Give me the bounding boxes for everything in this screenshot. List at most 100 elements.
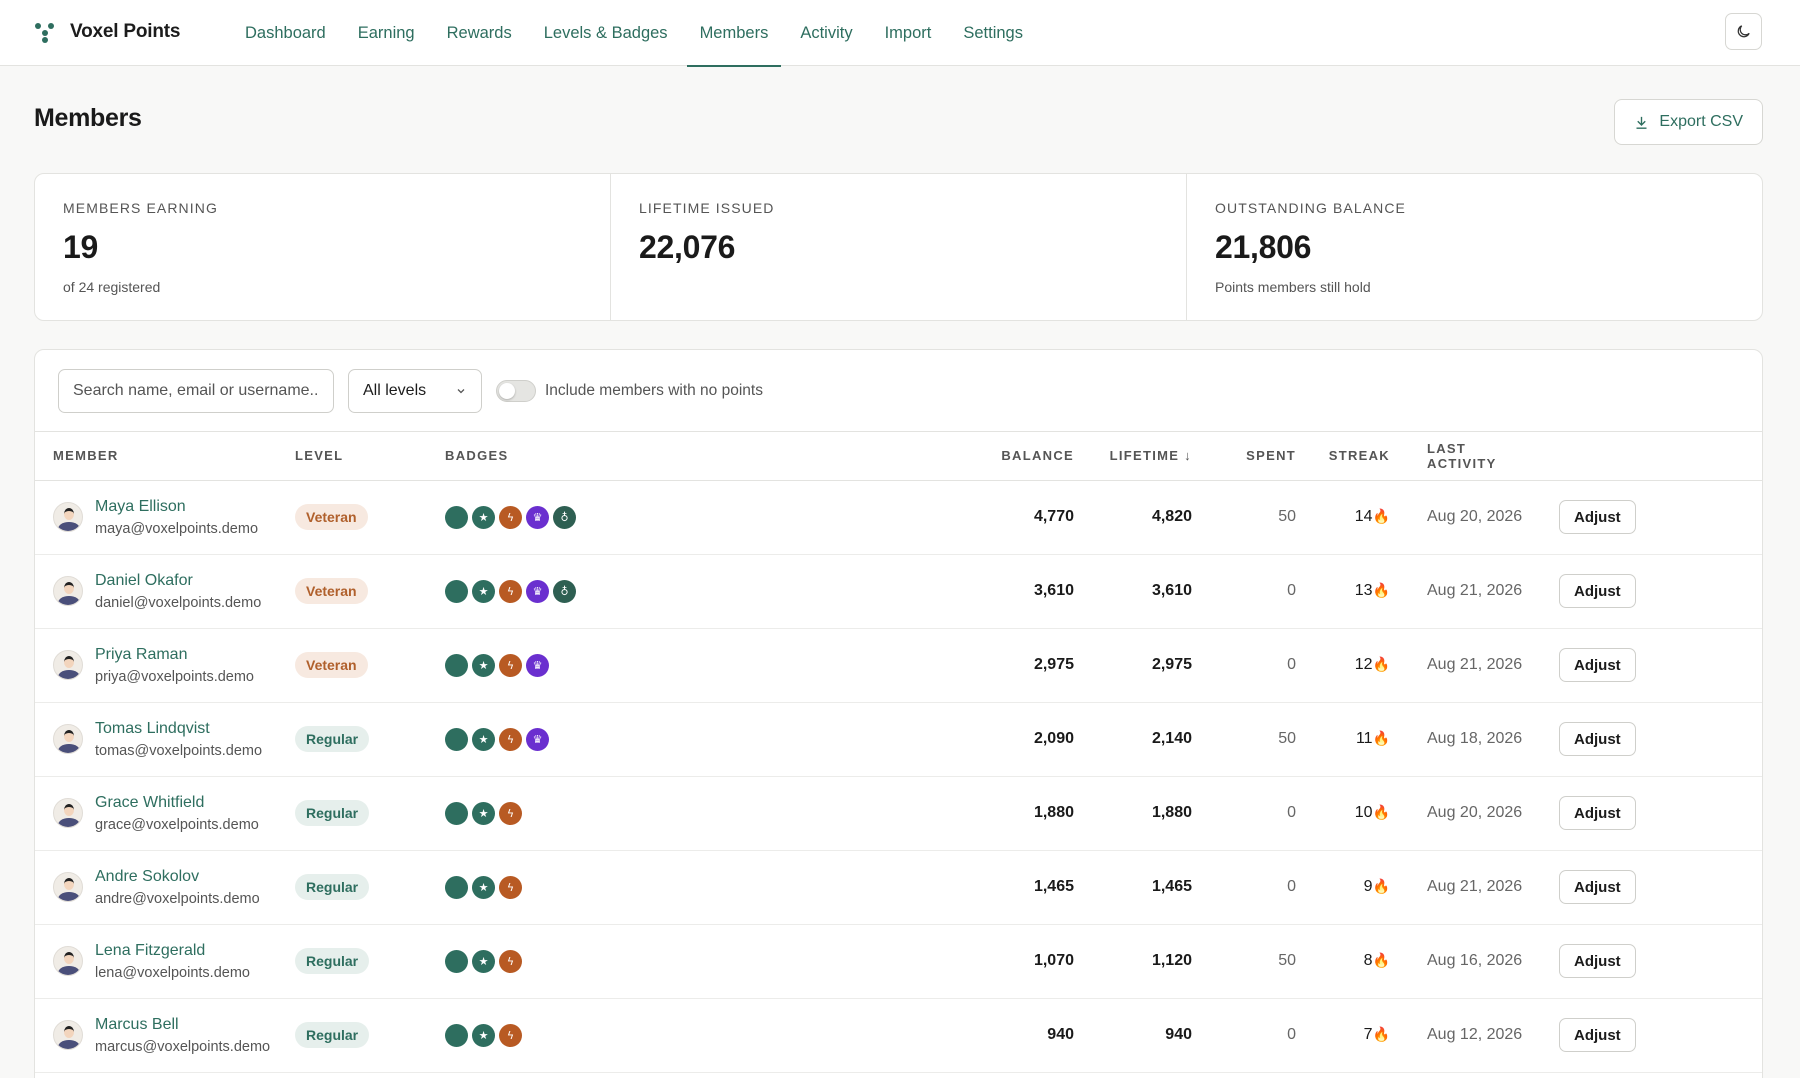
badge-bolt-icon: ϟ — [499, 875, 522, 899]
stat-label: LIFETIME ISSUED — [639, 200, 775, 216]
column-header-lifetime[interactable]: LIFETIME ↓ — [1074, 432, 1192, 481]
page-title: Members — [34, 104, 142, 132]
member-name-link[interactable]: Maya Ellison — [95, 497, 186, 515]
avatar — [53, 724, 83, 754]
streak-cell: 10🔥 — [1296, 776, 1390, 851]
flame-icon: 🔥 — [1372, 656, 1390, 672]
last-activity-value: Aug 20, 2026 — [1390, 776, 1540, 851]
stat-label: OUTSTANDING BALANCE — [1215, 200, 1406, 216]
level-filter-value: All levels — [363, 382, 427, 399]
streak-value: 14 — [1354, 508, 1373, 525]
stat-label: MEMBERS EARNING — [63, 200, 218, 216]
adjust-button[interactable]: Adjust — [1559, 1018, 1636, 1052]
spent-value: 50 — [1192, 924, 1296, 999]
lifetime-value: 1,465 — [1074, 850, 1192, 925]
theme-toggle-button[interactable] — [1725, 13, 1762, 50]
level-filter-select[interactable]: All levels — [348, 369, 482, 413]
streak-cell: 8🔥 — [1296, 924, 1390, 999]
level-badge: Regular — [295, 726, 370, 752]
streak-cell: 14🔥 — [1296, 480, 1390, 555]
nav-item-dashboard[interactable]: Dashboard — [245, 23, 326, 42]
nav-item-earning[interactable]: Earning — [357, 23, 415, 42]
member-name-link[interactable]: Lena Fitzgerald — [95, 941, 206, 959]
spent-value: 0 — [1192, 998, 1296, 1073]
column-header-streak[interactable]: STREAK — [1296, 432, 1390, 481]
adjust-button[interactable]: Adjust — [1559, 574, 1636, 608]
flame-icon: 🔥 — [1372, 730, 1390, 746]
adjust-button[interactable]: Adjust — [1559, 870, 1636, 904]
member-email: grace@voxelpoints.demo — [95, 816, 259, 833]
badges-list: ★ ϟ ♛ — [445, 653, 925, 677]
badges-list: ★ ϟ — [445, 801, 925, 825]
column-header-spent[interactable]: SPENT — [1192, 432, 1296, 481]
column-header-level[interactable]: LEVEL — [295, 432, 445, 481]
badge-bolt-icon: ϟ — [499, 949, 522, 973]
include-zero-points-label: Include members with no points — [545, 382, 763, 399]
column-header-balance[interactable]: BALANCE — [925, 432, 1074, 481]
search-input[interactable] — [58, 369, 334, 413]
spent-value: 0 — [1192, 850, 1296, 925]
include-zero-points-toggle[interactable] — [496, 380, 536, 402]
badge-circle-icon — [445, 1023, 468, 1047]
member-name-link[interactable]: Tomas Lindqvist — [95, 719, 210, 737]
member-name-link[interactable]: Marcus Bell — [95, 1015, 179, 1033]
member-name-link[interactable]: Priya Raman — [95, 645, 188, 663]
badge-star-icon: ★ — [472, 801, 495, 825]
stat-lifetime-issued: LIFETIME ISSUED 22,076 — [611, 174, 1187, 320]
actions-cell: Adjust — [1540, 850, 1762, 925]
member-email: daniel@voxelpoints.demo — [95, 594, 262, 611]
lifetime-value: 1,880 — [1074, 776, 1192, 851]
export-csv-button[interactable]: Export CSV — [1614, 99, 1763, 145]
badge-circle-icon — [445, 949, 468, 973]
streak-value: 13 — [1354, 582, 1373, 599]
members-table: MEMBER LEVEL BADGES BALANCE LIFETIME ↓ S… — [35, 432, 1762, 1073]
badge-bolt-icon: ϟ — [499, 1023, 522, 1047]
member-cell: Marcus Bell marcus@voxelpoints.demo — [35, 998, 295, 1073]
member: Tomas Lindqvist tomas@voxelpoints.demo — [53, 720, 295, 759]
flame-icon: 🔥 — [1372, 1026, 1390, 1042]
adjust-button[interactable]: Adjust — [1559, 796, 1636, 830]
balance-value: 4,770 — [925, 480, 1074, 555]
level-cell: Regular — [295, 924, 445, 999]
member-name-link[interactable]: Daniel Okafor — [95, 571, 193, 589]
export-csv-label: Export CSV — [1659, 113, 1743, 130]
column-header-badges: BADGES — [445, 432, 925, 481]
last-activity-value: Aug 18, 2026 — [1390, 702, 1540, 777]
badge-circle-icon — [445, 579, 468, 603]
table-row: Tomas Lindqvist tomas@voxelpoints.demo R… — [35, 702, 1762, 777]
stat-value: 19 — [63, 229, 98, 265]
table-row: Andre Sokolov andre@voxelpoints.demo Reg… — [35, 850, 1762, 925]
level-badge: Regular — [295, 1022, 370, 1048]
adjust-button[interactable]: Adjust — [1559, 500, 1636, 534]
actions-cell: Adjust — [1540, 924, 1762, 999]
actions-cell: Adjust — [1540, 776, 1762, 851]
member-name-link[interactable]: Andre Sokolov — [95, 867, 200, 885]
flame-icon: 🔥 — [1372, 952, 1390, 968]
badge-bolt-icon: ϟ — [499, 653, 522, 677]
table-row: Priya Raman priya@voxelpoints.demo Veter… — [35, 628, 1762, 703]
flame-icon: 🔥 — [1372, 508, 1390, 524]
adjust-button[interactable]: Adjust — [1559, 648, 1636, 682]
member-cell: Maya Ellison maya@voxelpoints.demo — [35, 480, 295, 555]
member: Daniel Okafor daniel@voxelpoints.demo — [53, 572, 295, 611]
column-header-member[interactable]: MEMBER — [35, 432, 295, 481]
nav-item-settings[interactable]: Settings — [963, 23, 1023, 42]
nav-item-import[interactable]: Import — [884, 23, 932, 42]
adjust-button[interactable]: Adjust — [1559, 944, 1636, 978]
nav-item-rewards[interactable]: Rewards — [446, 23, 512, 42]
member-name-link[interactable]: Grace Whitfield — [95, 793, 205, 811]
badge-star-icon: ★ — [472, 505, 495, 529]
nav-item-activity[interactable]: Activity — [800, 23, 853, 42]
member-cell: Lena Fitzgerald lena@voxelpoints.demo — [35, 924, 295, 999]
badge-circle-icon — [445, 801, 468, 825]
brand[interactable]: Voxel Points — [34, 0, 180, 64]
column-header-last-activity[interactable]: LAST ACTIVITY — [1390, 432, 1540, 481]
badge-circle-icon — [445, 653, 468, 677]
badge-star-icon: ★ — [472, 949, 495, 973]
adjust-button[interactable]: Adjust — [1559, 722, 1636, 756]
nav-item-members[interactable]: Members — [684, 0, 785, 67]
avatar — [53, 576, 83, 606]
badge-bolt-icon: ϟ — [499, 727, 522, 751]
top-navigation-bar: Voxel Points Dashboard Earning Rewards Leve… — [0, 0, 1800, 67]
nav-item-levels-badges[interactable]: Levels & Badges — [543, 23, 668, 42]
